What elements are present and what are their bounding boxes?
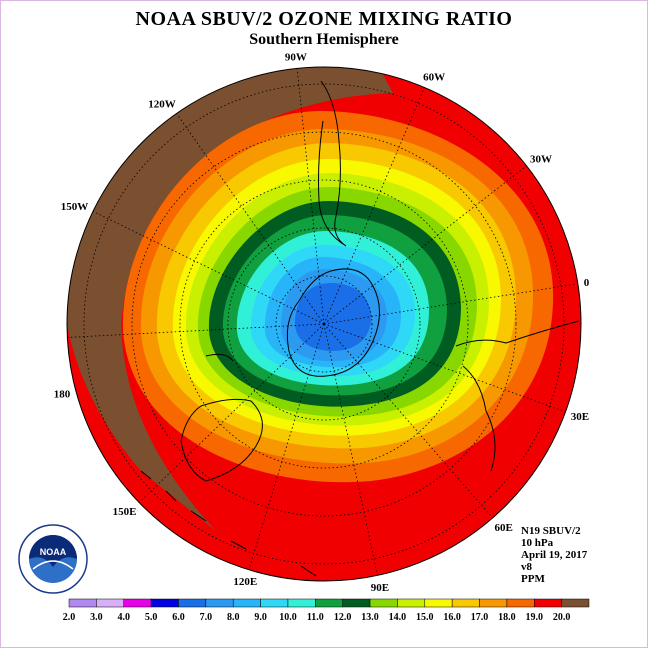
longitude-label: 60E — [495, 522, 513, 534]
longitude-label: 180 — [54, 389, 71, 401]
colorbar-label: 9.0 — [254, 612, 267, 623]
version-label: v8 — [521, 561, 532, 573]
colorbar-label: 20.0 — [553, 612, 571, 623]
noaa-logo: NOAA — [18, 524, 88, 594]
colorbar-swatch — [232, 598, 261, 608]
longitude-label: 60W — [423, 71, 445, 83]
colorbar-swatch — [506, 598, 535, 608]
meridian-line — [296, 68, 325, 325]
longitude-label: 150E — [113, 506, 137, 518]
colorbar-swatch — [96, 598, 124, 608]
colorbar-label: 7.0 — [200, 612, 213, 623]
contour-bands — [122, 110, 554, 483]
colorbar-label: 13.0 — [361, 612, 379, 623]
colorbar-swatch — [150, 598, 179, 608]
longitude-label: 30E — [571, 411, 589, 423]
colorbar-swatch — [287, 598, 316, 608]
longitude-labels: 90W 60W 30W 0 30E 60E 90E 120E 150E 180 150W 120W — [54, 52, 590, 595]
coastlines — [140, 80, 580, 577]
colorbar-swatch — [397, 598, 426, 608]
map-subtitle: Southern Hemisphere — [249, 31, 399, 48]
colorbar-swatch — [451, 598, 480, 608]
colorbar-label: 11.0 — [307, 612, 324, 623]
colorbar-label: 18.0 — [498, 612, 516, 623]
colorbar-swatch — [315, 598, 343, 608]
longitude-label: 90W — [285, 52, 307, 64]
date-label: April 19, 2017 — [521, 549, 588, 561]
colorbar-swatch — [123, 598, 152, 608]
colorbar-swatch — [561, 598, 590, 608]
colorbar-label: 4.0 — [117, 612, 130, 623]
ozone-contour-field — [67, 67, 581, 581]
colorbar-label: 14.0 — [389, 612, 407, 623]
meridian-line — [323, 283, 578, 325]
meridian-line — [323, 165, 527, 325]
meridian-line — [92, 210, 325, 325]
colorbar-label: 16.0 — [443, 612, 461, 623]
meridian-line — [323, 323, 378, 576]
colorbar-swatch — [205, 598, 234, 608]
meridian-line — [138, 323, 325, 503]
longitude-label: 150W — [61, 201, 89, 213]
longitude-label: 0 — [584, 277, 590, 289]
meridian-line — [323, 87, 425, 325]
colorbar-label: 3.0 — [90, 612, 103, 623]
colorbar-label: 17.0 — [471, 612, 489, 623]
units-label: PPM — [521, 573, 545, 585]
longitude-label: 30W — [530, 153, 552, 165]
colorbar-label: 12.0 — [334, 612, 352, 623]
colorbar-swatch — [68, 598, 97, 608]
colorbar-swatch — [479, 598, 508, 608]
colorbar-label: 2.0 — [63, 612, 75, 623]
meridian-line — [323, 323, 493, 519]
instrument-label: N19 SBUV/2 — [521, 525, 581, 537]
longitude-label: 120W — [148, 99, 176, 111]
colorbar-swatch — [534, 598, 562, 608]
colorbar-label: 15.0 — [416, 612, 434, 623]
meridian-line — [248, 323, 325, 570]
colorbar-label: 8.0 — [227, 612, 240, 623]
longitude-label: 120E — [233, 576, 257, 588]
colorbar-swatch — [342, 598, 371, 608]
meridian-line — [67, 323, 325, 338]
colorbar-swatch — [178, 598, 207, 608]
meridian-line — [176, 113, 325, 325]
logo-text: NOAA — [40, 547, 67, 557]
pressure-level-label: 10 hPa — [521, 537, 554, 549]
colorbar-label: 5.0 — [145, 612, 158, 623]
map-title: NOAA SBUV/2 OZONE MIXING RATIO — [135, 8, 513, 30]
graticule — [67, 68, 578, 576]
info-block: N19 SBUV/2 10 hPa April 19, 2017 v8 PPM — [521, 525, 587, 585]
colorbar-swatch — [369, 598, 398, 608]
colorbar: 2.0 3.0 4.0 5.0 6.0 7.0 8.0 9.0 10.0 11.0 12.0 13.0… — [63, 598, 590, 623]
colorbar-label: 6.0 — [172, 612, 185, 623]
colorbar-label: 10.0 — [279, 612, 297, 623]
meridian-line — [323, 323, 566, 413]
colorbar-swatch — [260, 598, 289, 608]
map-boundary — [66, 66, 582, 582]
colorbar-swatch — [424, 598, 453, 608]
longitude-label: 90E — [371, 582, 389, 594]
colorbar-label: 19.0 — [526, 612, 544, 623]
